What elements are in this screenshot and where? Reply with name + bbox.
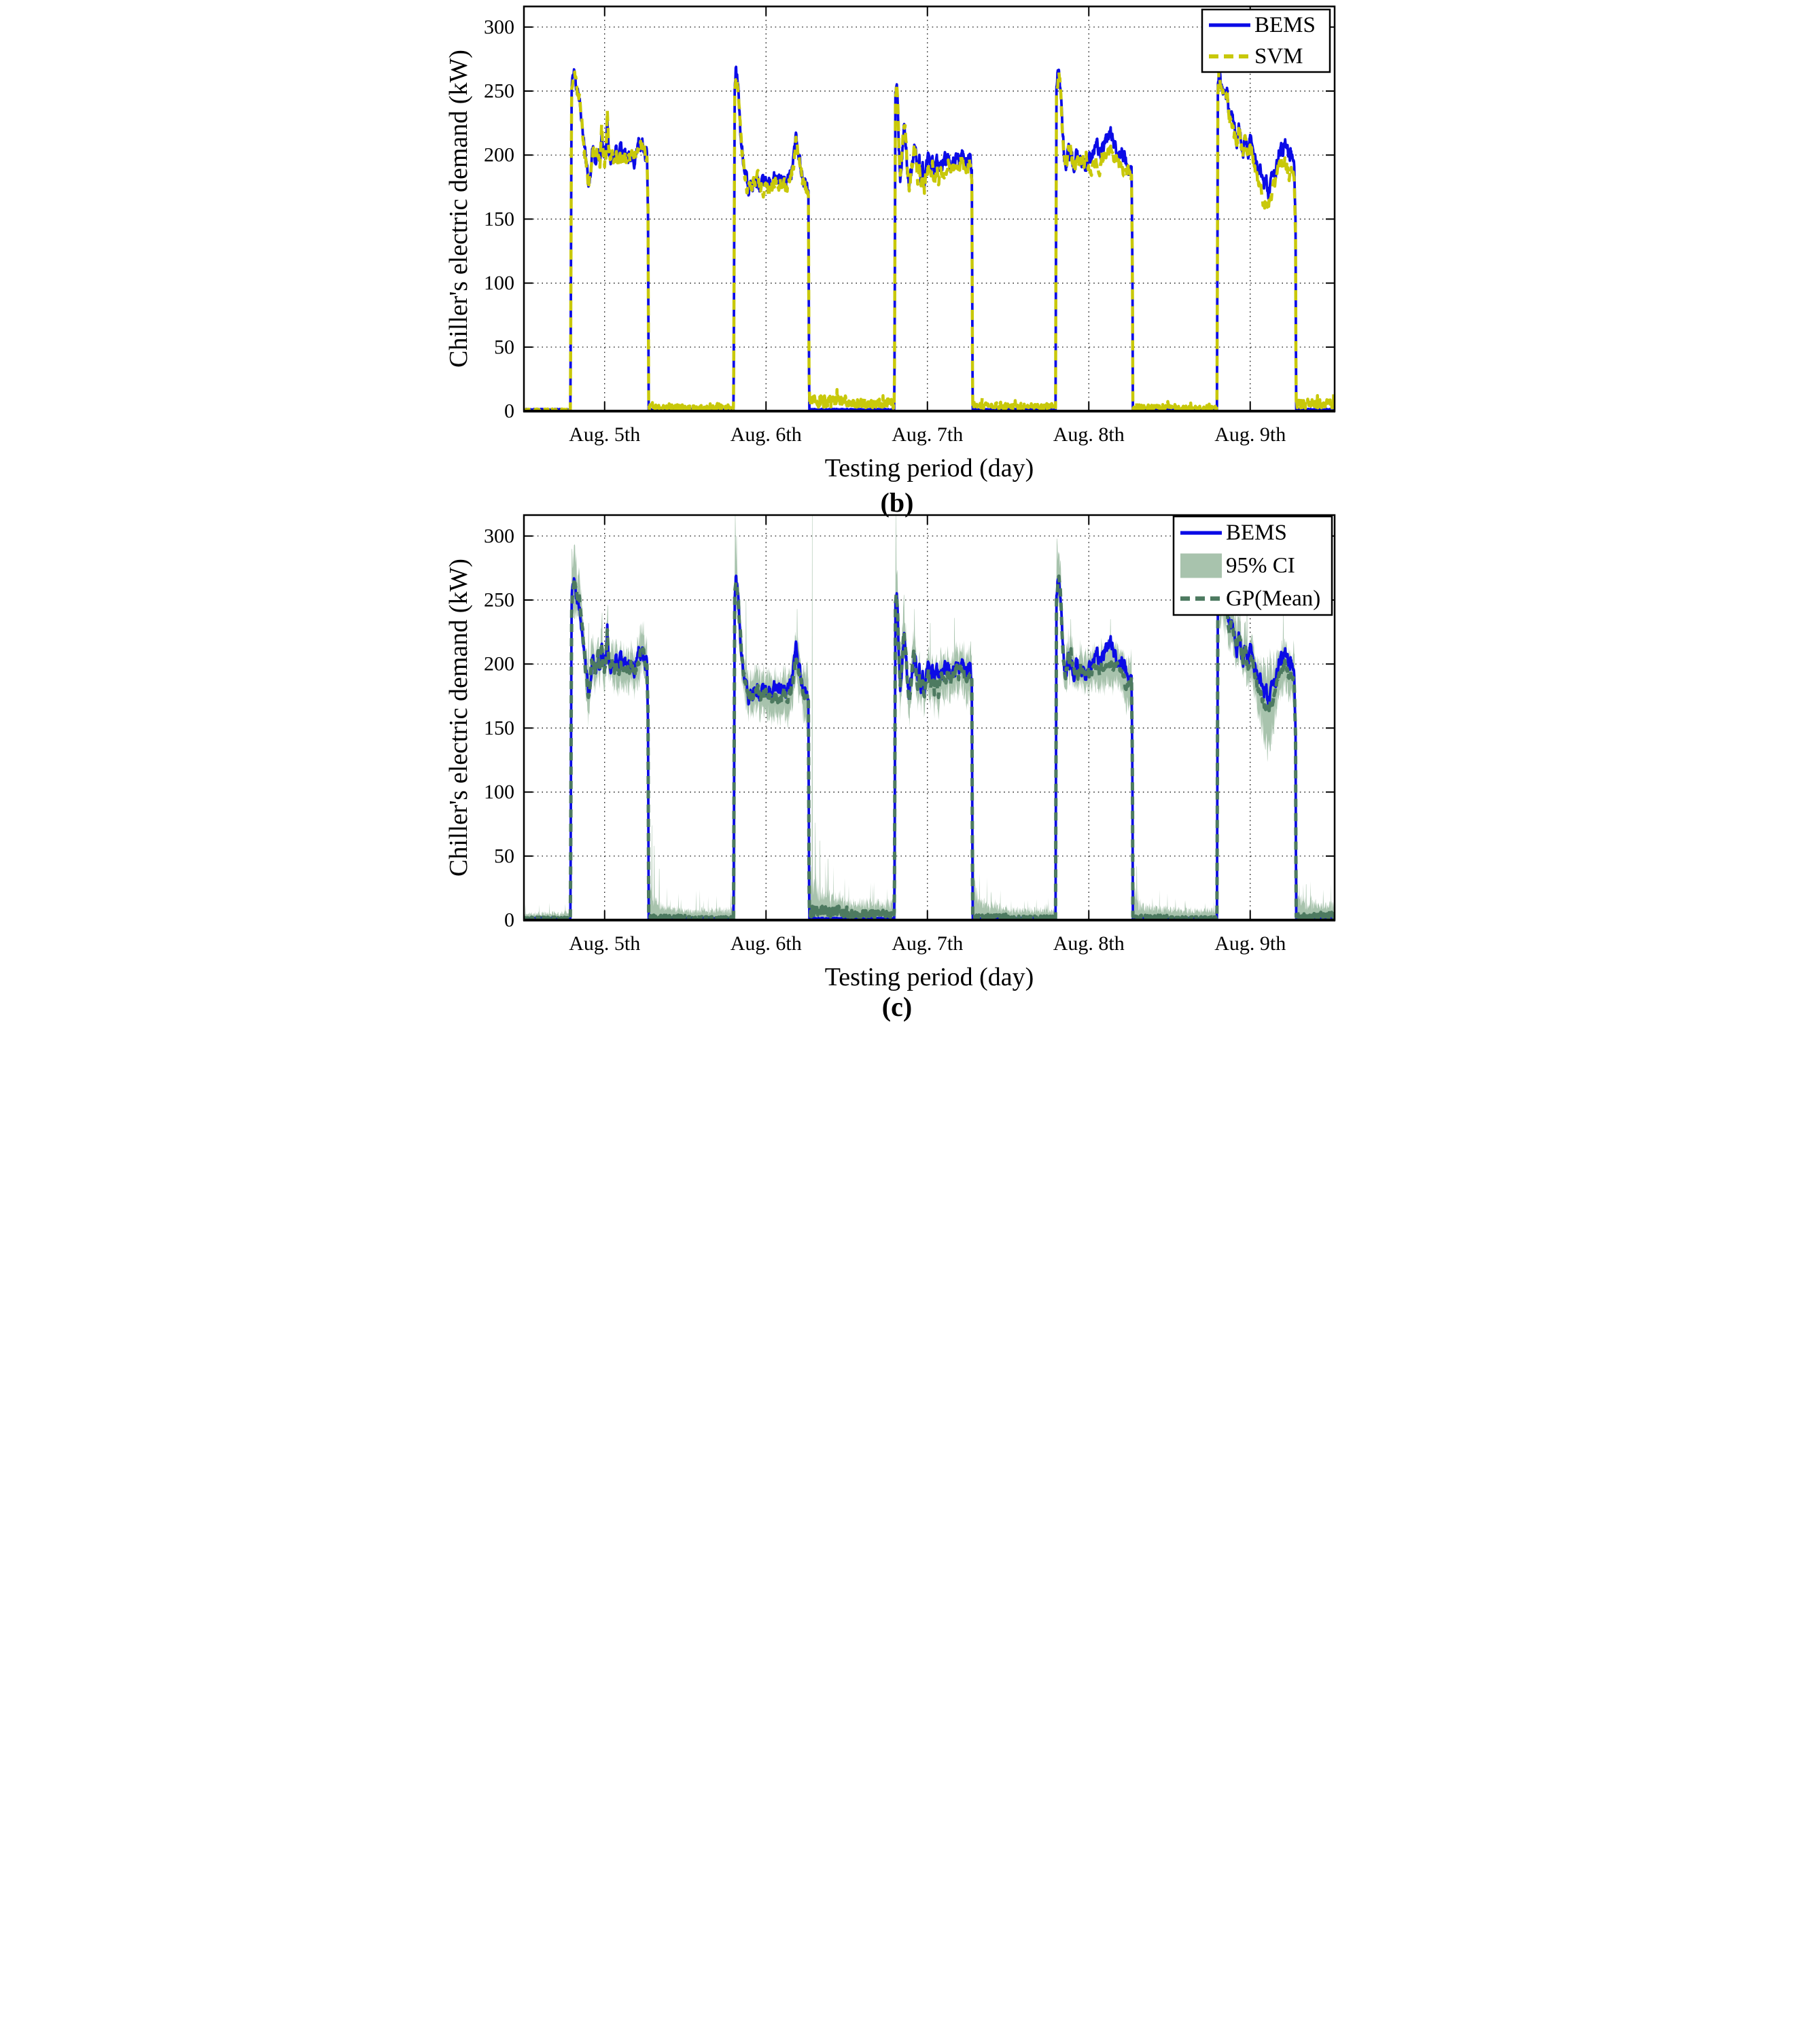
y-tick-label: 50	[494, 336, 514, 358]
y-tick-label: 100	[484, 272, 514, 294]
x-tick-label: Aug. 5th	[569, 932, 640, 955]
grid	[524, 6, 1335, 411]
y-tick-label: 300	[484, 16, 514, 38]
chart-b: 0 50 100 150 200 250 300 Aug. 5th Aug. 6th Aug. 7…	[448, 5, 1336, 482]
y-tick-label: 0	[504, 909, 514, 932]
x-tick-label: Aug. 9th	[1214, 423, 1286, 446]
x-tick-label: Aug. 5th	[569, 423, 640, 446]
y-tick-label: 100	[484, 781, 514, 803]
y-tick-label: 200	[484, 653, 514, 675]
x-tick-label: Aug. 6th	[731, 932, 802, 955]
figure-page: 0 50 100 150 200 250 300 Aug. 5th Aug. 6th Aug. 7…	[448, 0, 1346, 1022]
y-tick-label: 150	[484, 208, 514, 230]
legend-label: 95% CI	[1226, 554, 1295, 578]
x-tick-label: Aug. 6th	[731, 423, 802, 446]
y-tick-label: 300	[484, 525, 514, 547]
chiller-demand-figure: 0 50 100 150 200 250 300 Aug. 5th Aug. 6th Aug. 7…	[448, 5, 1336, 991]
legend-label: BEMS	[1226, 521, 1287, 545]
grid	[524, 515, 1335, 920]
legend-label: SVM	[1254, 44, 1303, 69]
y-tick-label: 250	[484, 589, 514, 612]
legend-label: GP(Mean)	[1226, 586, 1320, 611]
legend-label: BEMS	[1254, 13, 1316, 37]
x-axis-label: Testing period (day)	[825, 963, 1034, 991]
legend-ci-swatch	[1180, 553, 1222, 578]
caption-c: (c)	[881, 991, 913, 1022]
y-tick-label: 250	[484, 80, 514, 103]
y-tick-label: 200	[484, 144, 514, 166]
svm-line	[524, 68, 1335, 411]
legend: BEMS 95% CI GP(Mean)	[1172, 515, 1333, 616]
x-tick-label: Aug. 9th	[1214, 932, 1286, 955]
y-tick-label: 150	[484, 717, 514, 739]
x-tick-label: Aug. 7th	[892, 932, 963, 955]
chart-c: 0 50 100 150 200 250 300 Aug. 5th Aug. 6th Aug. 7…	[448, 514, 1336, 991]
legend-box	[1201, 8, 1331, 73]
y-tick-label: 0	[504, 400, 514, 423]
tick-marks	[524, 515, 1335, 921]
x-tick-label: Aug. 8th	[1053, 932, 1125, 955]
plot-background	[524, 6, 1335, 411]
x-tick-label: Aug. 8th	[1053, 423, 1125, 446]
legend: BEMS SVM	[1201, 8, 1331, 73]
y-tick-label: 50	[494, 845, 514, 867]
x-tick-label: Aug. 7th	[892, 423, 963, 446]
x-axis-label: Testing period (day)	[825, 454, 1034, 482]
caption-b: (b)	[880, 487, 914, 518]
y-axis-label: Chiller's electric demand (kW)	[448, 559, 473, 877]
y-axis-label: Chiller's electric demand (kW)	[448, 50, 473, 368]
